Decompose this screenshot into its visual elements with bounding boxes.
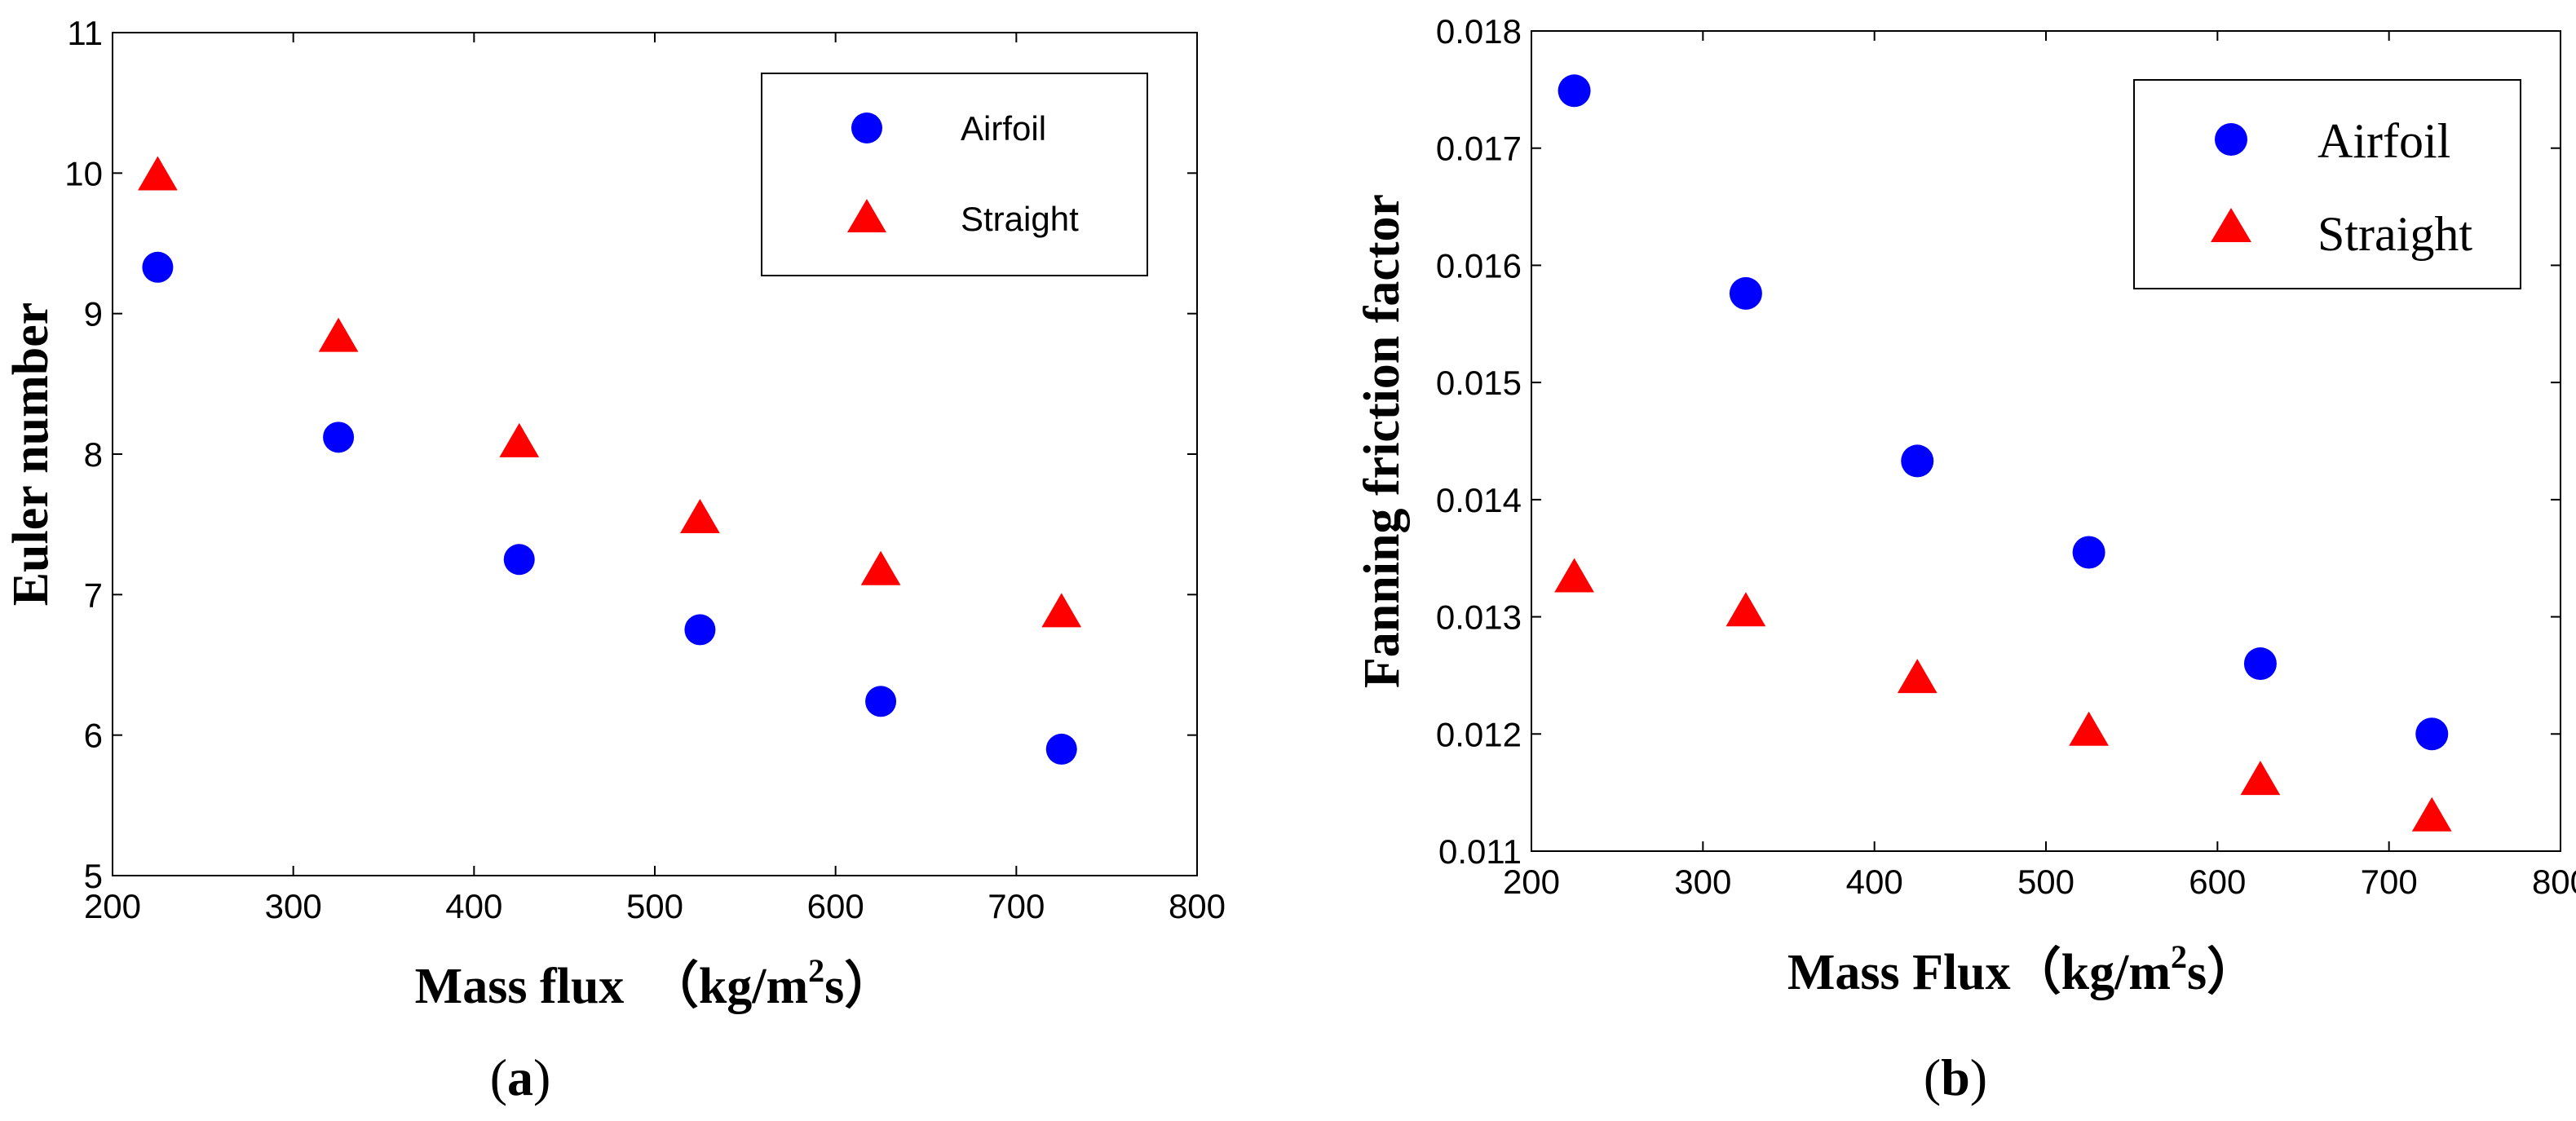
x-axis-label-suffix-a: s）: [824, 957, 895, 1014]
y-axis-label-a: Euler number: [3, 302, 59, 607]
x-tick-label-b-5: 700: [2361, 863, 2418, 901]
y-axis-label-b: Fanning friction factor: [1354, 194, 1410, 688]
x-axis-label-main-a: Mass flux: [415, 959, 625, 1014]
x-tick-label-a-6: 800: [1169, 887, 1226, 925]
x-tick-label-a-1: 300: [265, 887, 322, 925]
ticks-a: 200 300 400 500 600 700 800 5 6 7 8 9 10 11: [64, 14, 1226, 925]
legend-marker-straight-b: [2211, 208, 2251, 242]
data-point-straight-a-1: [318, 317, 359, 352]
data-point-airfoil-a-1: [323, 421, 355, 453]
x-axis-label-main-b: Mass Flux: [1787, 945, 2011, 1000]
data-point-airfoil-a-4: [865, 686, 897, 717]
x-tick-label-b-6: 800: [2532, 863, 2576, 901]
panel-b-fanning-chart: 200 300 400 500 600 700 800 0.011 0.012 0.013 0.01…: [1354, 12, 2576, 1106]
data-point-straight-b-5: [2411, 797, 2452, 832]
data-point-airfoil-a-5: [1045, 733, 1077, 765]
data-point-straight-a-2: [499, 422, 540, 457]
x-tick-label-b-0: 200: [1503, 863, 1560, 901]
y-tick-label-b-0: 0.011: [1438, 832, 1522, 871]
panel-letter-a: a: [507, 1048, 533, 1106]
panel-label-b: (b): [1924, 1048, 1987, 1106]
x-axis-label-sup-a: 2: [808, 952, 824, 989]
panel-letter-b: b: [1941, 1048, 1970, 1106]
y-tick-label-b-1: 0.012: [1436, 715, 1522, 753]
legend-box-b: [2133, 79, 2521, 289]
y-tick-label-a-3: 8: [84, 435, 103, 474]
data-point-straight-b-4: [2240, 761, 2281, 796]
data-points-a: [138, 156, 1082, 765]
data-point-straight-b-1: [1725, 592, 1766, 627]
data-point-airfoil-b-4: [2243, 647, 2277, 681]
panel-a-euler-chart: 200 300 400 500 600 700 800 5 6 7 8 9 10 11 Euler num…: [3, 14, 1226, 1106]
data-point-airfoil-a-3: [684, 614, 716, 646]
y-tick-label-a-0: 5: [84, 857, 103, 895]
data-point-straight-b-0: [1554, 558, 1594, 593]
data-point-airfoil-b-1: [1729, 276, 1762, 310]
x-tick-label-b-2: 400: [1846, 863, 1903, 901]
y-tick-label-b-5: 0.016: [1436, 246, 1522, 285]
ticks-b: 200 300 400 500 600 700 800 0.011 0.012 0.013 0.01…: [1436, 12, 2576, 901]
x-axis-label-a: Mass flux （kg/m2s）: [415, 952, 895, 1014]
x-tick-label-a-4: 600: [807, 887, 864, 925]
y-tick-label-b-3: 0.014: [1436, 481, 1522, 519]
y-tick-label-b-6: 0.017: [1436, 130, 1522, 168]
x-tick-label-a-2: 400: [445, 887, 502, 925]
y-tick-label-b-4: 0.015: [1436, 364, 1522, 402]
legend-marker-airfoil-b: [2215, 123, 2247, 156]
data-points-b: [1554, 74, 2452, 832]
x-tick-label-b-3: 500: [2017, 863, 2074, 901]
x-axis-label-suffix-b: s）: [2187, 943, 2257, 1000]
data-point-straight-a-4: [860, 550, 901, 585]
legend-marker-airfoil-a: [851, 113, 882, 143]
data-point-straight-b-2: [1897, 659, 1938, 694]
y-tick-label-a-4: 9: [84, 295, 103, 333]
legend-marker-straight-a: [847, 199, 886, 232]
x-axis-label-b: Mass Flux（kg/m2s）: [1787, 938, 2257, 1000]
legend-box-a: [761, 73, 1148, 276]
x-tick-label-b-1: 300: [1674, 863, 1731, 901]
legend-label-straight-b: Straight: [2318, 207, 2472, 261]
legend-b: Airfoil Straight: [2133, 79, 2521, 289]
y-tick-label-b-2: 0.013: [1436, 598, 1522, 637]
x-axis-label-unit-a: （kg/m: [648, 957, 808, 1014]
legend-label-airfoil-a: Airfoil: [961, 109, 1046, 148]
data-point-straight-a-3: [680, 498, 720, 533]
y-tick-label-a-6: 11: [67, 14, 103, 52]
y-tick-label-a-1: 6: [84, 717, 103, 755]
x-tick-label-b-4: 600: [2189, 863, 2246, 901]
x-tick-label-a-3: 500: [626, 887, 683, 925]
x-tick-label-a-0: 200: [84, 887, 141, 925]
y-tick-label-a-5: 10: [64, 154, 103, 192]
panel-label-a: (a): [490, 1048, 551, 1106]
data-point-straight-a-0: [138, 156, 178, 191]
data-point-airfoil-b-2: [1901, 444, 1934, 478]
data-point-airfoil-b-5: [2415, 717, 2449, 751]
data-point-airfoil-a-0: [142, 251, 174, 283]
y-tick-label-a-2: 7: [84, 576, 103, 614]
x-axis-label-unit-b: （kg/m: [2011, 943, 2171, 1000]
y-tick-label-b-7: 0.018: [1436, 12, 1522, 51]
legend-label-straight-a: Straight: [961, 200, 1079, 238]
x-axis-label-sup-b: 2: [2171, 938, 2187, 975]
data-point-airfoil-a-2: [503, 544, 535, 576]
data-point-airfoil-b-0: [1558, 74, 1591, 108]
data-point-straight-a-5: [1041, 593, 1082, 628]
x-tick-label-a-5: 700: [988, 887, 1045, 925]
legend-a: Airfoil Straight: [761, 73, 1148, 276]
legend-label-airfoil-b: Airfoil: [2318, 114, 2450, 168]
data-point-straight-b-3: [2069, 711, 2109, 746]
data-point-airfoil-b-3: [2072, 536, 2105, 569]
